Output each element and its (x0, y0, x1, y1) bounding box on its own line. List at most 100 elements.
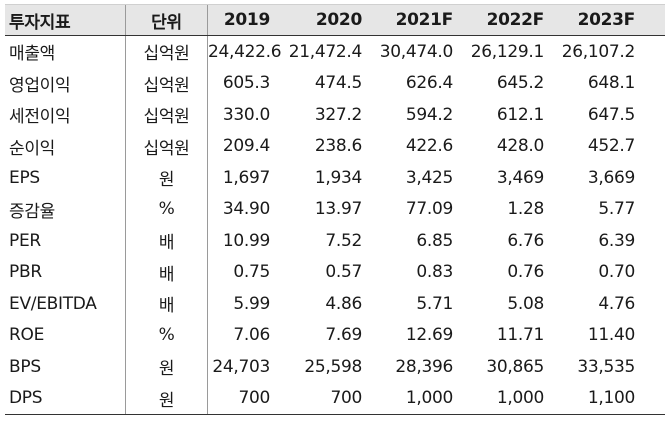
cell-2023f: 647.5 (587, 104, 635, 125)
row-unit: 원 (125, 351, 208, 383)
row-label: 증감율 (9, 201, 56, 222)
table-row: PBR 배 0.75 0.57 0.83 0.76 0.70 (5, 256, 665, 288)
cell-2020: 13.97 (314, 199, 362, 220)
table-row: EPS 원 1,697 1,934 3,425 3,469 3,669 (5, 162, 665, 194)
cell-2021f: 6.85 (416, 230, 453, 251)
cell-2022f: 645.2 (496, 73, 544, 94)
header-2019: 2019 (223, 10, 270, 30)
header-2021f: 2021F (395, 10, 454, 30)
cell-2023f: 1,100 (587, 388, 635, 409)
cell-2023f: 5.77 (598, 199, 635, 220)
table-row: 영업이익 십억원 605.3 474.5 626.4 645.2 648.1 (5, 67, 665, 99)
cell-2023f: 33,535 (577, 356, 635, 377)
table-row: ROE% 7.06 7.69 12.69 11.71 11.40 (5, 319, 665, 351)
cell-2020: 7.69 (325, 325, 362, 346)
cell-2019: 330.0 (222, 104, 270, 125)
cell-2021f: 422.6 (405, 136, 453, 157)
cell-2020: 474.5 (314, 73, 362, 94)
cell-2022f: 1.28 (507, 199, 544, 220)
cell-2022f: 1,000 (496, 388, 544, 409)
cell-2020: 238.6 (314, 136, 362, 157)
row-label: DPS (9, 388, 43, 409)
row-label: EPS (9, 167, 40, 188)
row-label: 순이익 (9, 138, 56, 159)
cell-2019: 209.4 (222, 136, 270, 157)
table-row: 증감율% 34.90 13.97 77.09 1.28 5.77 (5, 193, 665, 225)
row-label: 세전이익 (9, 107, 71, 128)
cell-2019: 605.3 (222, 73, 270, 94)
cell-2023f: 452.7 (587, 136, 635, 157)
cell-2023f: 4.76 (598, 293, 635, 314)
cell-2023f: 6.39 (598, 230, 635, 251)
cell-2022f: 6.76 (507, 230, 544, 251)
table-row: PER 배 10.99 7.52 6.85 6.76 6.39 (5, 225, 665, 257)
row-unit: 십억원 (125, 36, 208, 68)
cell-2022f: 30,865 (486, 356, 544, 377)
row-unit: 십억원 (125, 99, 208, 131)
cell-2021f: 0.83 (416, 262, 453, 283)
row-unit: 원 (125, 162, 208, 194)
cell-2021f: 5.71 (416, 293, 453, 314)
cell-2019: 24,703 (212, 356, 270, 377)
cell-2020: 25,598 (304, 356, 362, 377)
table-body: 매출액 십억원 24,422.6 21,472.4 30,474.0 26,129.1 26… (5, 36, 665, 415)
table-row: EV/EBITDA 배 5.99 4.86 5.71 5.08 4.76 (5, 288, 665, 320)
cell-2019: 0.75 (233, 262, 270, 283)
cell-2020: 7.52 (325, 230, 362, 251)
cell-2019: 1,697 (222, 167, 270, 188)
table-row: DPS 원 700 700 1,000 1,000 1,100 (5, 382, 665, 415)
cell-2022f: 26,129.1 (470, 41, 545, 62)
row-unit: % (125, 319, 208, 351)
table-row: 세전이익 십억원 330.0 327.2 594.2 612.1 647.5 (5, 99, 665, 131)
cell-2020: 21,472.4 (288, 41, 363, 62)
cell-2022f: 0.76 (507, 262, 544, 283)
cell-2021f: 28,396 (395, 356, 453, 377)
cell-2023f: 3,669 (587, 167, 635, 188)
cell-2022f: 612.1 (496, 104, 544, 125)
cell-2021f: 1,000 (405, 388, 453, 409)
row-unit: 십억원 (125, 130, 208, 162)
header-2022f: 2022F (486, 10, 545, 30)
cell-2021f: 594.2 (405, 104, 453, 125)
row-unit: 십억원 (125, 67, 208, 99)
cell-2019: 5.99 (233, 293, 270, 314)
cell-2020: 700 (330, 388, 362, 409)
cell-2022f: 5.08 (507, 293, 544, 314)
cell-2020: 327.2 (314, 104, 362, 125)
cell-2023f: 648.1 (587, 73, 635, 94)
cell-2021f: 77.09 (405, 199, 453, 220)
row-label: EV/EBITDA (9, 293, 97, 314)
cell-2021f: 626.4 (405, 73, 453, 94)
row-label: ROE (9, 325, 45, 346)
table-row: BPS 원 24,703 25,598 28,396 30,865 33,535 (5, 351, 665, 383)
cell-2019: 34.90 (222, 199, 270, 220)
table-row: 매출액 십억원 24,422.6 21,472.4 30,474.0 26,129.1 26… (5, 36, 665, 68)
cell-2023f: 11.40 (587, 325, 635, 346)
cell-2020: 0.57 (325, 262, 362, 283)
cell-2019: 700 (238, 388, 270, 409)
cell-2022f: 3,469 (496, 167, 544, 188)
cell-2022f: 428.0 (496, 136, 544, 157)
header-2020: 2020 (315, 10, 362, 30)
row-label: PBR (9, 262, 42, 283)
row-unit: 배 (125, 256, 208, 288)
cell-2022f: 11.71 (496, 325, 544, 346)
row-label: BPS (9, 356, 41, 377)
cell-2023f: 0.70 (598, 262, 635, 283)
cell-2021f: 12.69 (405, 325, 453, 346)
row-label: 매출액 (9, 44, 56, 65)
header-unit: 단위 (125, 5, 208, 35)
cell-2021f: 30,474.0 (379, 41, 454, 62)
cell-2019: 10.99 (222, 230, 270, 251)
cell-2019: 7.06 (233, 325, 270, 346)
row-label: 영업이익 (9, 75, 71, 96)
table-header-row: 투자지표 단위 2019 2020 2021F 2022F 2023F (5, 4, 665, 36)
header-indicator: 투자지표 (9, 12, 71, 33)
cell-2020: 1,934 (314, 167, 362, 188)
cell-2023f: 26,107.2 (561, 41, 636, 62)
cell-2021f: 3,425 (405, 167, 453, 188)
header-2023f: 2023F (577, 10, 636, 30)
row-unit: % (125, 193, 208, 225)
cell-2019: 24,422.6 (208, 41, 282, 62)
